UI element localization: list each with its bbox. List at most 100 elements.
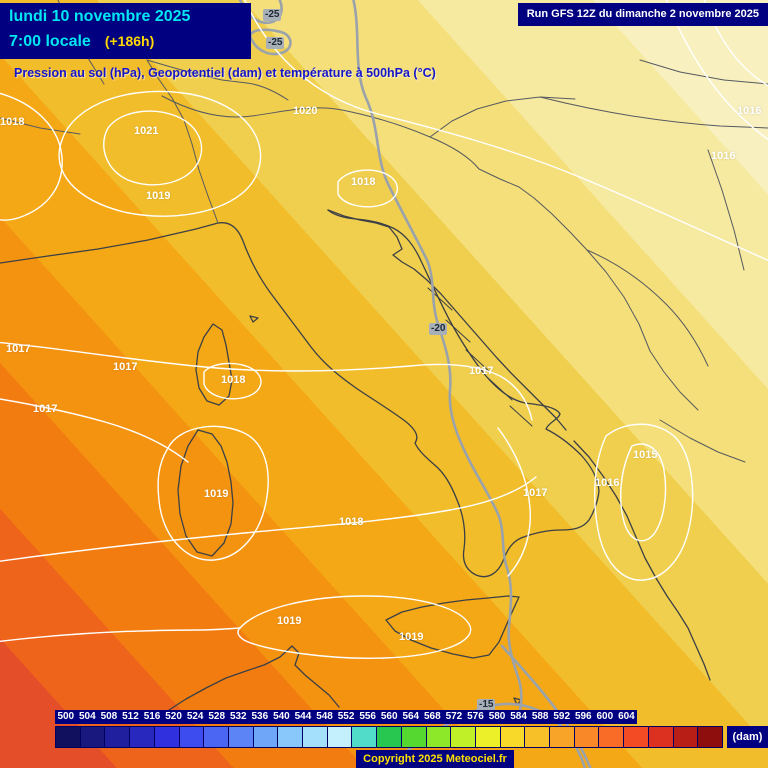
legend-value: 568	[424, 711, 441, 722]
legend-color-cell	[179, 727, 205, 747]
isobar-1017-right-curve	[497, 427, 531, 577]
legend-unit: (dam)	[727, 726, 768, 748]
italy-mainland-coast	[0, 209, 600, 578]
serbia-east-border	[707, 149, 745, 271]
tunisia-coast	[165, 645, 340, 713]
isobar-1018-topleft	[0, 92, 63, 221]
isobar-1019-loop	[58, 90, 262, 217]
island-stroke	[487, 377, 513, 401]
legend-color-cell	[401, 727, 427, 747]
date-text: lundi 10 novembre 2025	[9, 8, 191, 25]
legend-value: 528	[208, 711, 226, 722]
legend-value: 552	[337, 711, 355, 722]
island-stroke	[509, 405, 533, 427]
legend-color-cell	[327, 727, 353, 747]
legend-value: 604	[618, 711, 635, 722]
legend-color-cell	[204, 727, 229, 747]
bosnia-serbia-border	[586, 249, 709, 367]
albania-greece-coast	[573, 440, 711, 681]
forecast-offset: (+186h)	[104, 33, 155, 49]
isobar-1021-loop	[103, 110, 203, 186]
legend-value: 560	[380, 711, 398, 722]
isobar-1019-sicily-loop	[237, 595, 472, 659]
malta-island	[513, 697, 522, 706]
legend-value: 524	[186, 711, 204, 722]
switzerland-border	[146, 59, 289, 101]
header-box: lundi 10 novembre 2025 7:00 locale (+186h…	[0, 3, 251, 59]
legend-value: 576	[467, 711, 484, 722]
isobar-1017-main	[0, 341, 533, 421]
isobar-1019-sardinia-loop	[157, 425, 269, 561]
france-italy-border	[146, 59, 219, 224]
isobar-1018-small-loop	[337, 169, 398, 208]
legend-color-cell	[525, 727, 551, 747]
croatia-bosnia-border	[533, 197, 651, 352]
isobar-1016-right-loop	[594, 423, 694, 581]
corsica-coast	[195, 323, 233, 406]
legend-color-cell	[475, 727, 501, 747]
legend-color-cell	[599, 727, 625, 747]
island-stroke	[445, 319, 471, 343]
legend-value: 500	[57, 711, 75, 722]
isobar-1018-corsica-loop	[203, 362, 262, 400]
elba-island	[249, 315, 259, 323]
legend-color-cell	[352, 727, 378, 747]
legend-value: 564	[402, 711, 420, 722]
legend-value: 540	[273, 711, 290, 722]
run-info-box: Run GFS 12Z du dimanche 2 novembre 2025	[517, 3, 768, 26]
legend-color-cell	[130, 727, 155, 747]
time-text: 7:00 locale	[9, 33, 91, 50]
legend-color-cell	[574, 727, 600, 747]
legend-values-row: 500 504 508 512 516 520 524 528 532 536 540 544 548 5…	[55, 710, 637, 724]
legend-color-cell	[228, 727, 254, 747]
legend-color-cell	[154, 727, 180, 747]
legend-color-cell	[698, 727, 722, 747]
north-balkan-border	[639, 59, 768, 85]
legend-color-cell	[648, 727, 674, 747]
legend-value: 588	[531, 711, 549, 722]
sardinia-coast	[177, 429, 234, 557]
legend-value: 512	[122, 711, 139, 722]
island-stroke	[465, 349, 491, 373]
isobar-1020-line	[243, 0, 768, 262]
legend-value: 504	[79, 711, 96, 722]
north-adriatic-croatia-coast	[327, 209, 567, 431]
legend-color-bar	[55, 726, 723, 748]
copyright: Copyright 2025 Meteociel.fr	[356, 750, 514, 768]
legend-color-cell	[56, 727, 81, 747]
legend-color-cell	[303, 727, 328, 747]
legend: 500 504 508 512 516 520 524 528 532 536 540 544 548 5…	[0, 710, 768, 768]
legend-color-cell	[426, 727, 452, 747]
legend-value: 556	[359, 711, 376, 722]
legend-color-cell	[377, 727, 402, 747]
isobar-1017-lower	[0, 398, 189, 463]
macedonia-border	[659, 419, 746, 463]
legend-color-cell	[624, 727, 649, 747]
legend-color-cell	[80, 727, 106, 747]
legend-color-cell	[550, 727, 575, 747]
slovenia-border	[478, 168, 535, 199]
map-subtitle: Pression au sol (hPa), Geopotentiel (dam…	[14, 66, 436, 80]
alpine-border-chain	[161, 95, 480, 170]
time-row: 7:00 locale (+186h)	[9, 29, 245, 54]
coastlines	[0, 209, 711, 713]
montenegro-border	[649, 350, 699, 411]
legend-value: 536	[251, 711, 269, 722]
hungary-border	[539, 96, 768, 129]
legend-value: 584	[510, 711, 527, 722]
temp-contour-minus20	[352, 0, 523, 718]
temp-contour-minus25-b	[248, 28, 292, 56]
legend-value: 548	[316, 711, 333, 722]
isobar-1015-loop	[620, 443, 667, 542]
legend-color-cell	[500, 727, 526, 747]
austria-border	[429, 96, 576, 138]
legend-color-cell	[105, 727, 131, 747]
legend-value: 596	[574, 711, 592, 722]
legend-value: 520	[165, 711, 182, 722]
legend-color-cell	[673, 727, 699, 747]
sicily-coast	[385, 595, 520, 659]
isobars	[0, 0, 768, 658]
legend-value: 508	[100, 711, 118, 722]
